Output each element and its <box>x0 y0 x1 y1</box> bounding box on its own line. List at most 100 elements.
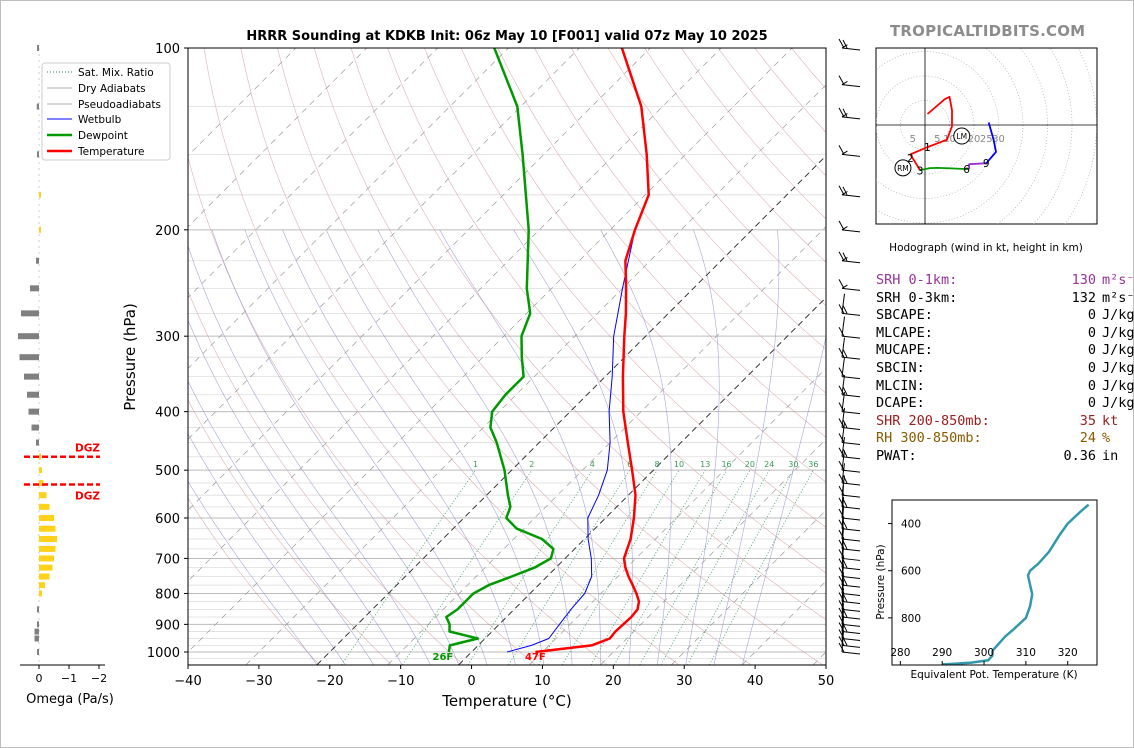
param-value: 0 <box>1087 395 1096 412</box>
omega-bar <box>36 103 39 110</box>
mixing-ratio-label: 4 <box>590 460 595 469</box>
omega-bar <box>39 492 47 499</box>
barb-shaft <box>841 287 861 291</box>
hodograph-segment <box>919 166 970 172</box>
isotherm <box>188 48 297 157</box>
barb-flag <box>842 419 848 428</box>
x-tick-label: 0 <box>467 674 475 689</box>
barb-flag <box>838 447 845 457</box>
param-value: 0.36 <box>1063 447 1096 464</box>
theta-e-plot: 280 290 300 310 320 400 600 800 <box>888 503 1090 665</box>
barb-shaft <box>841 584 861 588</box>
mixing-ratio-label: 8 <box>655 460 660 469</box>
param-unit: J/kg <box>1102 395 1134 412</box>
omega-bar <box>39 573 50 580</box>
legend-wetbulb: Wetbulb <box>78 114 122 126</box>
omega-bar <box>39 590 42 597</box>
hodograph-ring-label: 5 <box>934 134 940 145</box>
mixing-ratio-line <box>402 469 533 665</box>
barb-shaft <box>841 456 861 460</box>
barb-staff <box>841 80 848 86</box>
omega-tick-label: −2 <box>91 672 107 685</box>
param-name: RH 300-850mb: <box>876 430 982 447</box>
moist-adiabat <box>377 229 573 665</box>
dry-adiabat <box>534 48 826 394</box>
isotherm <box>671 509 826 665</box>
param-row-mlcin: MLCIN: 0 J/kg <box>876 378 1134 396</box>
barb-flag <box>838 642 845 653</box>
x-tick-label: −40 <box>174 674 201 689</box>
param-name: DCAPE: <box>876 395 925 412</box>
barb-shaft <box>841 394 861 398</box>
barb-flag <box>838 636 845 646</box>
barb-flag <box>838 385 845 395</box>
skewt-ylabel: Pressure (hPa) <box>121 303 139 411</box>
omega-bar <box>39 515 54 522</box>
barb-flag <box>842 39 848 49</box>
hodograph-height-label: 6 <box>963 164 970 176</box>
mixing-ratio-label: 2 <box>529 460 534 469</box>
dry-adiabat <box>424 48 826 528</box>
wetbulb-trace <box>506 229 636 653</box>
isotherm <box>188 48 438 299</box>
moist-adiabat <box>188 380 374 665</box>
omega-bar <box>37 649 39 655</box>
omega-bar <box>39 582 45 589</box>
hodograph-segment <box>909 153 921 171</box>
skewt-legend: Sat. Mix. Ratio Dry Adiabats Pseudoadiab… <box>41 62 171 161</box>
omega-bar <box>18 333 39 340</box>
omega-bar <box>39 191 41 198</box>
wind-barb <box>838 279 861 291</box>
theta-e-y-tick-label: 800 <box>901 613 921 625</box>
param-value: 132 <box>1071 289 1096 306</box>
param-value: 35 <box>1079 412 1096 429</box>
barb-flag <box>842 540 848 550</box>
dry-adiabat <box>277 48 751 665</box>
theta-e-x-tick-label: 280 <box>890 647 910 659</box>
dry-adiabat <box>188 156 536 665</box>
wind-barb <box>838 251 861 264</box>
barb-shaft <box>841 427 861 431</box>
barb-flag <box>842 448 848 457</box>
legend-dewpoint: Dewpoint <box>78 130 128 142</box>
param-row-mucape: MUCAPE: 0 J/kg <box>876 342 1134 360</box>
wind-barb <box>838 450 861 473</box>
skewt-xlabel: Temperature (°C) <box>441 692 571 710</box>
moist-adiabat <box>439 229 601 665</box>
barb-flag <box>838 251 845 261</box>
wind-barb <box>838 630 861 655</box>
omega-bar <box>36 439 39 446</box>
param-row-sbcape: SBCAPE: 0 J/kg <box>876 307 1134 325</box>
x-tick-label: −30 <box>245 674 272 689</box>
parameter-table: SRH 0-1km: 130 m²s⁻² SRH 0-3km: 132 m²s⁻² SB… <box>876 272 1134 466</box>
barb-shaft <box>841 194 861 198</box>
hodograph-height-label: 2 <box>907 153 914 165</box>
barb-flag <box>838 402 845 412</box>
barb-flag <box>842 593 848 602</box>
x-tick-label: 10 <box>534 674 551 689</box>
barb-flag <box>838 418 845 428</box>
hodograph-plot: 55101520253012369LMRM <box>876 48 1097 224</box>
mixing-ratio-label: 6 <box>627 460 632 469</box>
mixing-ratio-label: 13 <box>700 460 710 469</box>
x-tick-label: −10 <box>387 674 414 689</box>
theta-e-x-tick-label: 320 <box>1058 647 1078 659</box>
mixing-ratio-label: 36 <box>808 460 818 469</box>
barb-shaft <box>841 506 861 510</box>
barb-flag <box>842 108 848 118</box>
barb-shaft <box>841 538 861 542</box>
isotherm <box>529 367 826 665</box>
wind-barb <box>838 38 861 51</box>
hodograph-ring-label: 20 <box>968 134 981 145</box>
barb-shaft <box>841 411 861 415</box>
mixing-ratio-line <box>639 469 751 665</box>
mixing-ratio-line <box>660 469 770 665</box>
barb-flag <box>842 186 848 196</box>
omega-bar <box>27 391 39 398</box>
omega-bar <box>37 606 39 613</box>
wind-barb <box>838 580 861 605</box>
wind-barb <box>838 375 861 398</box>
legend-pseudoadiabats: Pseudoadiabats <box>78 99 161 111</box>
skewt-plot-frame <box>187 47 827 666</box>
